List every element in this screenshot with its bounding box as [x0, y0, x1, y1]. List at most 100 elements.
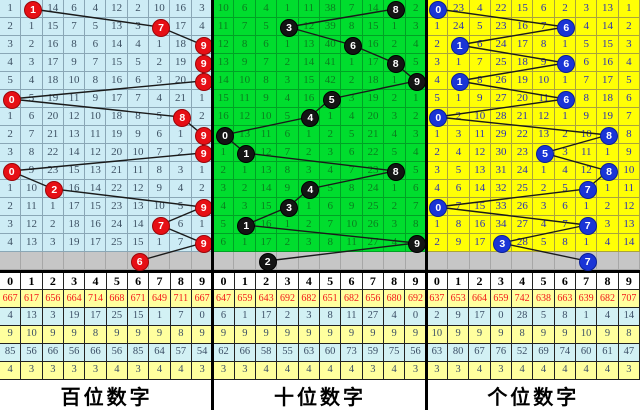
panel-label-hundreds: 百位数字 — [0, 380, 214, 410]
trend-cell: 17 — [106, 90, 128, 108]
trend-cell: 3 — [0, 216, 22, 234]
stat-cell: 56 — [106, 344, 128, 362]
digit-header-cell: 3 — [490, 273, 512, 290]
gray-cell — [512, 252, 534, 270]
trend-cell: 1 — [597, 180, 619, 198]
trend-cell: 14 — [63, 144, 86, 162]
trend-cell: 9 — [618, 144, 640, 162]
trend-cell: 2 — [213, 162, 235, 180]
trend-cell: 6 — [21, 108, 43, 126]
trend-cell: 38 — [319, 0, 342, 18]
digit-header-cell: 7 — [575, 273, 598, 290]
draw-ball: 7 — [578, 181, 597, 199]
trend-cell: 1 — [298, 126, 320, 144]
trend-cell: 33 — [490, 198, 513, 216]
stat-cell: 63 — [298, 344, 320, 362]
trend-cell: 10 — [255, 108, 278, 126]
stat-cell: 9 — [405, 326, 427, 344]
trend-cell: 26 — [490, 72, 513, 90]
stat-cell: 11 — [341, 308, 363, 326]
trend-cell: 4 — [405, 144, 427, 162]
stat-cell: 80 — [447, 344, 470, 362]
stat-cell: 14 — [618, 308, 640, 326]
trend-cell: 2 — [341, 72, 363, 90]
trend-cell: 4 — [85, 0, 107, 18]
trend-cell: 2 — [0, 198, 22, 216]
stat-cell: 6 — [213, 308, 235, 326]
gray-cell — [298, 252, 320, 270]
trend-cell: 8 — [341, 18, 363, 36]
trend-cell: 7 — [127, 90, 150, 108]
trend-cell: 2 — [149, 54, 171, 72]
trend-cell: 24 — [512, 162, 534, 180]
digit-header-cell: 6 — [341, 273, 363, 290]
stat-cell: 647 — [213, 290, 235, 308]
trend-cell: 13 — [255, 162, 278, 180]
stat-cell: 8 — [85, 326, 107, 344]
trend-cell: 12 — [63, 108, 86, 126]
trend-cell: 16 — [469, 216, 491, 234]
trend-cell: 30 — [490, 144, 513, 162]
trend-cell: 13 — [533, 126, 555, 144]
stat-cell: 667 — [0, 290, 22, 308]
trend-cell: 1 — [170, 126, 192, 144]
trend-cell: 10 — [213, 0, 235, 18]
trend-cell: 10 — [533, 72, 555, 90]
trend-cell: 9 — [448, 234, 470, 252]
trend-cell: 14 — [362, 0, 385, 18]
trend-cell: 29 — [490, 126, 513, 144]
digit-header-cell: 7 — [362, 273, 384, 290]
stat-cell: 56 — [63, 344, 86, 362]
trend-cell: 14 — [469, 180, 491, 198]
trend-cell: 1 — [427, 126, 449, 144]
draw-ball: 7 — [152, 19, 170, 37]
trend-cell: 5 — [405, 162, 427, 180]
draw-ball: 5 — [322, 91, 341, 109]
trend-cell: 12 — [576, 162, 598, 180]
trend-cell: 5 — [170, 198, 192, 216]
trend-cell: 11 — [127, 162, 150, 180]
trend-cell: 3 — [0, 144, 22, 162]
trend-cell: 40 — [319, 36, 342, 54]
trend-cell: 9 — [63, 54, 86, 72]
stat-cell: 3 — [362, 362, 384, 380]
trend-cell: 5 — [618, 72, 640, 90]
trend-cell: 10 — [127, 144, 150, 162]
trend-cell: 5 — [255, 18, 278, 36]
trend-cell: 13 — [21, 234, 43, 252]
gray-cell — [533, 252, 555, 270]
trend-cell: 3 — [149, 72, 171, 90]
trend-cell: 1 — [448, 90, 470, 108]
draw-ball: 9 — [194, 127, 213, 145]
stat-cell: 3 — [426, 362, 448, 380]
trend-cell: 3 — [448, 126, 470, 144]
trend-cell: 11 — [63, 90, 86, 108]
trend-grid-area: 1 14 6 4 12 2 10 16 3 2 1 15 7 5 13 3 17 4 3 2 16 8 6 14 4 1 18 4 3 1… — [0, 0, 640, 271]
trend-cell: 15 — [63, 162, 86, 180]
trend-cell: 13 — [597, 0, 619, 18]
trend-cell: 7 — [448, 198, 470, 216]
stat-cell: 4 — [255, 362, 278, 380]
trend-cell: 2 — [405, 0, 427, 18]
digit-header-cell: 8 — [383, 273, 406, 290]
trend-cell: 14 — [255, 180, 278, 198]
trend-cell: 4 — [341, 108, 363, 126]
trend-cell: 25 — [512, 180, 534, 198]
trend-cell: 7 — [554, 216, 577, 234]
stat-cell: 639 — [575, 290, 598, 308]
trend-cell: 2 — [234, 180, 256, 198]
trend-cell: 41 — [319, 54, 342, 72]
trend-cell: 9 — [533, 54, 555, 72]
trend-cell: 1 — [191, 90, 213, 108]
trend-cell: 21 — [170, 90, 192, 108]
trend-cell: 18 — [170, 36, 192, 54]
gray-cell — [213, 252, 235, 270]
stat-cell: 3 — [447, 362, 470, 380]
trend-cell: 11 — [255, 126, 278, 144]
trend-cell: 24 — [362, 180, 385, 198]
trend-cell: 4 — [597, 234, 619, 252]
trend-cell: 8 — [618, 126, 640, 144]
trend-cell: 1 — [277, 216, 299, 234]
trend-cell: 6 — [341, 144, 363, 162]
trend-cell: 1 — [554, 36, 577, 54]
